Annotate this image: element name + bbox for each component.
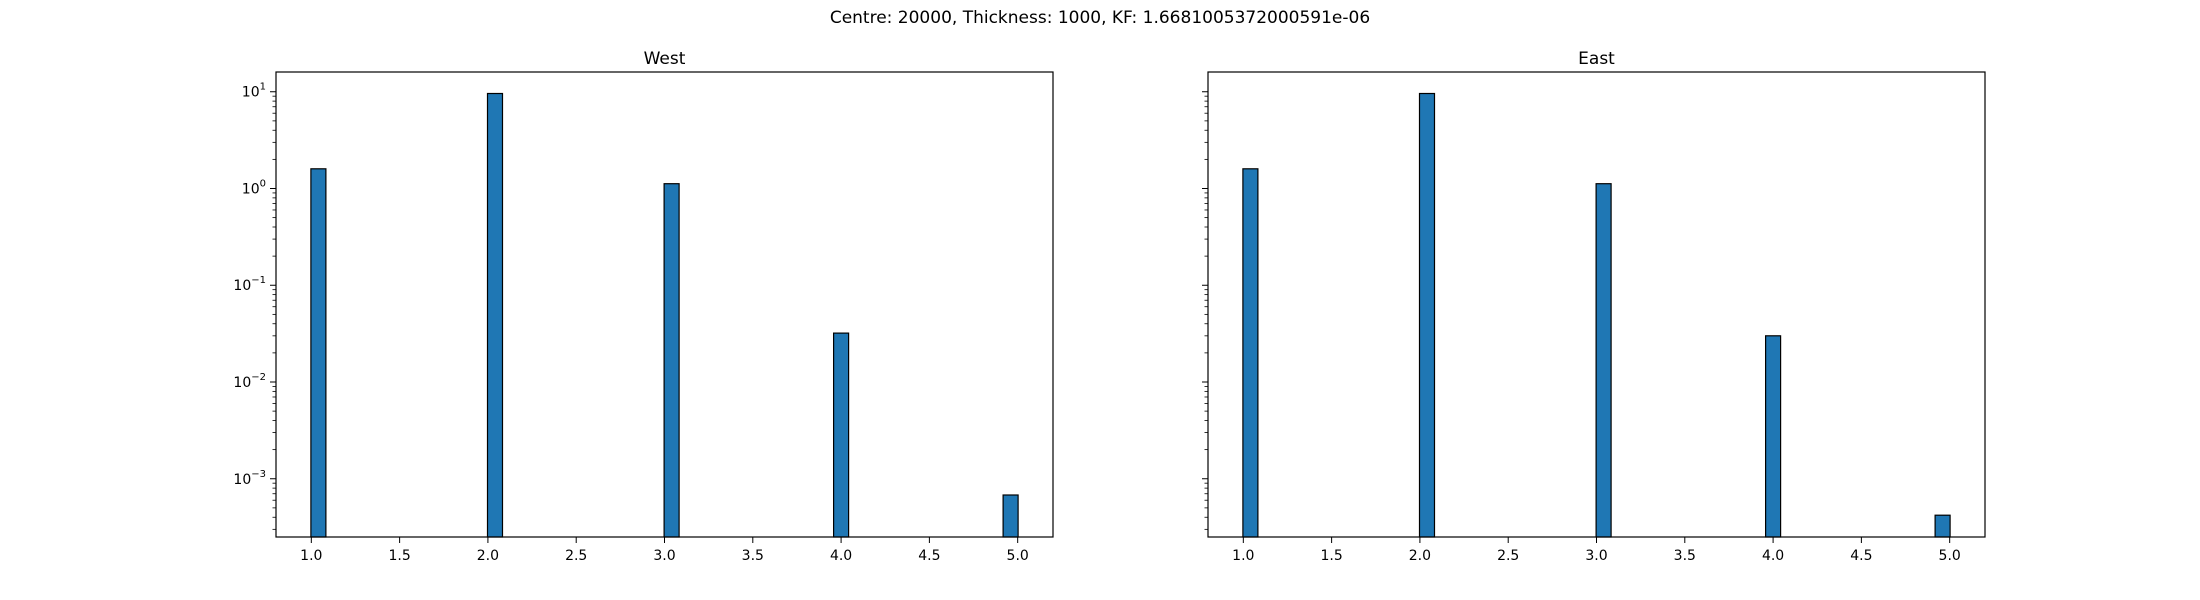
west-bar-5	[1002, 494, 1019, 538]
east-xtick-label: 1.5	[1320, 548, 1342, 564]
east-bar-1	[1242, 168, 1259, 538]
east-xtick-label: 1.0	[1232, 548, 1254, 564]
west-bar-1	[310, 168, 327, 538]
east-bar-5	[1934, 514, 1951, 538]
east-xtick-label: 5.0	[1939, 548, 1961, 564]
west-xtick-label: 3.0	[653, 548, 675, 564]
west-bar-3	[663, 183, 680, 538]
west-ytick-label: 10−1	[233, 275, 266, 294]
west-ytick-label: 100	[242, 178, 266, 197]
figure-suptitle: Centre: 20000, Thickness: 1000, KF: 1.66…	[829, 8, 1371, 28]
west-xtick-label: 4.0	[830, 548, 852, 564]
east-title: East	[1578, 49, 1615, 69]
east-xtick-label: 4.5	[1850, 548, 1872, 564]
east-xtick-label: 3.0	[1585, 548, 1607, 564]
west-xtick-label: 4.5	[918, 548, 940, 564]
east-bar-2	[1418, 92, 1436, 538]
east-xtick-label: 2.0	[1409, 548, 1431, 564]
west-title: West	[644, 49, 686, 69]
west-bar-2	[486, 92, 504, 538]
west-ytick-label: 101	[242, 82, 266, 101]
west-panel: West 1.0 1.5 2.0 2.5 3.0 3.5 4.0 4.5 5.0 10−3 10−2 1…	[233, 49, 1054, 564]
west-xtick-label: 1.5	[388, 548, 410, 564]
east-xtick-label: 2.5	[1497, 548, 1519, 564]
east-xtick-label: 3.5	[1674, 548, 1696, 564]
west-xtick-label: 1.0	[300, 548, 322, 564]
east-bar-3	[1595, 183, 1612, 538]
west-xtick-label: 5.0	[1007, 548, 1029, 564]
west-xtick-label: 2.5	[565, 548, 587, 564]
west-ytick-label: 10−2	[233, 372, 266, 391]
east-panel: East 1.0 1.5 2.0 2.5 3.0 3.5 4.0 4.5 5.0	[1202, 49, 1986, 564]
west-ytick-label: 10−3	[233, 469, 266, 488]
east-bar-4	[1764, 335, 1782, 538]
west-xtick-label: 2.0	[477, 548, 499, 564]
west-xtick-label: 3.5	[742, 548, 764, 564]
east-xtick-label: 4.0	[1762, 548, 1784, 564]
west-bar-4	[832, 332, 850, 538]
